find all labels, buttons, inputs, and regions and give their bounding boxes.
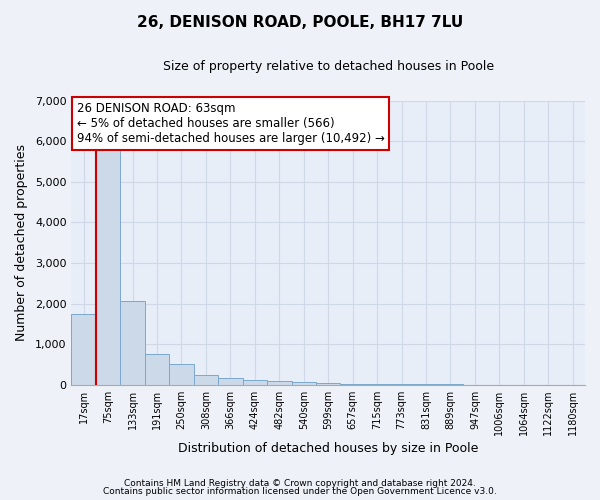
Text: 26 DENISON ROAD: 63sqm
← 5% of detached houses are smaller (566)
94% of semi-det: 26 DENISON ROAD: 63sqm ← 5% of detached … <box>77 102 385 145</box>
Title: Size of property relative to detached houses in Poole: Size of property relative to detached ho… <box>163 60 494 73</box>
Bar <box>242 380 267 384</box>
Bar <box>194 374 218 384</box>
Bar <box>292 382 316 384</box>
Bar <box>218 378 242 384</box>
Text: Contains HM Land Registry data © Crown copyright and database right 2024.: Contains HM Land Registry data © Crown c… <box>124 478 476 488</box>
Text: 26, DENISON ROAD, POOLE, BH17 7LU: 26, DENISON ROAD, POOLE, BH17 7LU <box>137 15 463 30</box>
Bar <box>145 354 169 384</box>
Bar <box>71 314 96 384</box>
Text: Contains public sector information licensed under the Open Government Licence v3: Contains public sector information licen… <box>103 487 497 496</box>
Bar <box>96 150 121 384</box>
X-axis label: Distribution of detached houses by size in Poole: Distribution of detached houses by size … <box>178 442 478 455</box>
Bar <box>169 364 194 384</box>
Y-axis label: Number of detached properties: Number of detached properties <box>15 144 28 341</box>
Bar <box>267 382 292 384</box>
Bar <box>121 302 145 384</box>
